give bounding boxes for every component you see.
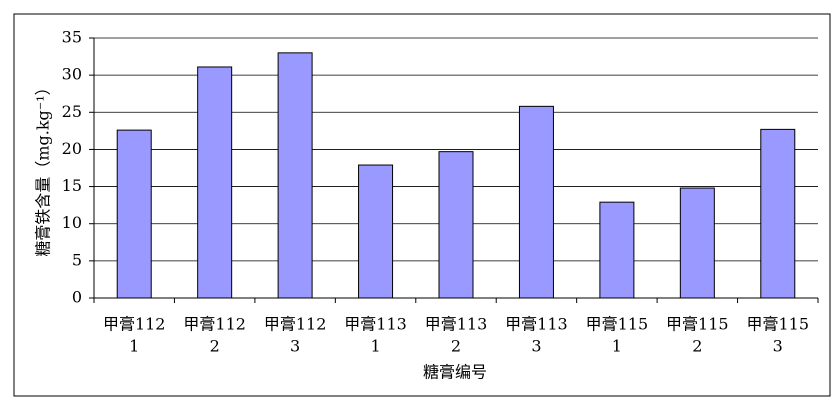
x-tick-label: 甲膏112 (264, 315, 327, 334)
y-tick-label: 30 (62, 65, 82, 84)
x-tick-label: 1 (370, 337, 380, 356)
x-tick-label: 3 (773, 337, 783, 356)
bar (599, 201, 635, 299)
x-tick-label: 甲膏113 (344, 315, 407, 334)
x-axis-title: 糖膏编号 (423, 363, 487, 382)
y-tick-label: 25 (62, 102, 82, 121)
x-tick-label: 1 (612, 337, 622, 356)
x-tick-label: 甲膏115 (666, 315, 729, 334)
y-tick-label: 20 (62, 139, 82, 158)
x-tick-label: 甲膏115 (747, 315, 810, 334)
y-tick-label: 5 (72, 250, 82, 269)
x-tick-label: 甲膏113 (425, 315, 488, 334)
bar (197, 66, 233, 299)
x-tick-label: 甲膏115 (586, 315, 649, 334)
y-tick-label: 0 (72, 288, 82, 307)
x-tick-label: 3 (290, 337, 300, 356)
bar (358, 164, 394, 299)
bar (277, 52, 313, 299)
y-tick-label: 10 (62, 213, 82, 232)
x-tick-label: 1 (129, 337, 139, 356)
bar (760, 128, 796, 299)
x-tick-label: 3 (531, 337, 541, 356)
bar (518, 105, 554, 299)
bar (438, 151, 474, 299)
x-tick-label: 2 (451, 337, 461, 356)
y-axis-title: 糖膏铁含量（mg.kg⁻¹） (34, 79, 53, 256)
bar (679, 187, 715, 299)
x-tick-label: 2 (692, 337, 702, 356)
x-tick-label: 甲膏112 (183, 315, 246, 334)
x-tick-label: 甲膏112 (103, 315, 166, 334)
x-tick-label: 甲膏113 (505, 315, 568, 334)
bar (116, 129, 152, 299)
y-tick-label: 35 (62, 28, 82, 47)
y-tick-label: 15 (62, 176, 82, 195)
chart-border (13, 13, 831, 397)
x-tick-label: 2 (210, 337, 220, 356)
